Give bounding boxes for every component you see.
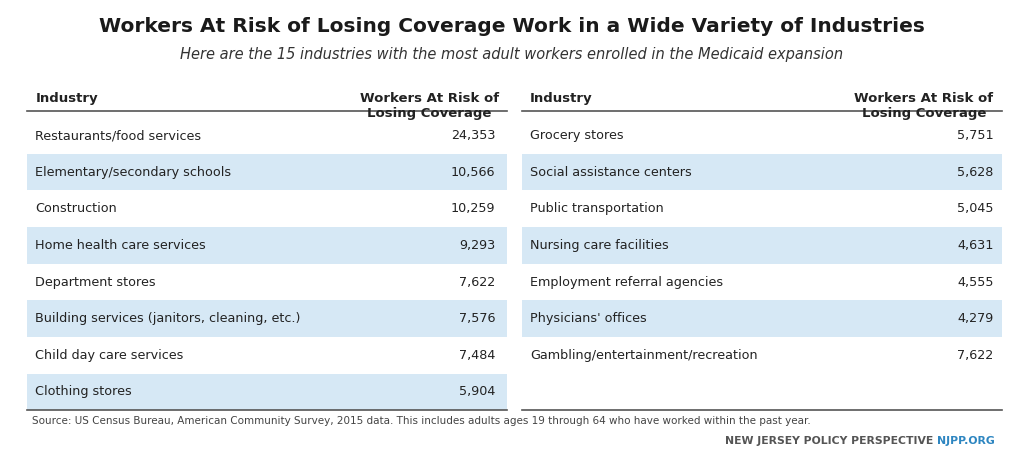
Text: 10,259: 10,259 <box>451 202 496 215</box>
Text: Employment referral agencies: Employment referral agencies <box>529 276 723 288</box>
Text: NJPP.ORG: NJPP.ORG <box>937 436 994 446</box>
Text: 4,555: 4,555 <box>957 276 993 288</box>
FancyBboxPatch shape <box>28 227 507 264</box>
Text: Restaurants/food services: Restaurants/food services <box>35 129 202 142</box>
Text: Public transportation: Public transportation <box>529 202 664 215</box>
Text: 24,353: 24,353 <box>451 129 496 142</box>
Text: Clothing stores: Clothing stores <box>35 385 132 399</box>
Text: Gambling/entertainment/recreation: Gambling/entertainment/recreation <box>529 349 758 362</box>
Text: 9,293: 9,293 <box>459 239 496 252</box>
FancyBboxPatch shape <box>28 373 507 410</box>
Text: 4,279: 4,279 <box>957 312 993 325</box>
FancyBboxPatch shape <box>522 227 1001 264</box>
Text: Home health care services: Home health care services <box>35 239 206 252</box>
Text: 5,904: 5,904 <box>459 385 496 399</box>
Text: Industry: Industry <box>529 92 593 105</box>
Text: 4,631: 4,631 <box>957 239 993 252</box>
FancyBboxPatch shape <box>522 300 1001 337</box>
FancyBboxPatch shape <box>522 154 1001 191</box>
Text: 10,566: 10,566 <box>451 165 496 179</box>
Text: Nursing care facilities: Nursing care facilities <box>529 239 669 252</box>
Text: Here are the 15 industries with the most adult workers enrolled in the Medicaid : Here are the 15 industries with the most… <box>180 47 844 62</box>
FancyBboxPatch shape <box>28 300 507 337</box>
Text: NEW JERSEY POLICY PERSPECTIVE: NEW JERSEY POLICY PERSPECTIVE <box>725 436 933 446</box>
Text: Department stores: Department stores <box>35 276 156 288</box>
Text: 7,576: 7,576 <box>459 312 496 325</box>
Text: Workers At Risk of Losing Coverage Work in a Wide Variety of Industries: Workers At Risk of Losing Coverage Work … <box>99 17 925 36</box>
Text: 5,045: 5,045 <box>957 202 993 215</box>
Text: Source: US Census Bureau, American Community Survey, 2015 data. This includes ad: Source: US Census Bureau, American Commu… <box>33 415 811 425</box>
Text: Industry: Industry <box>35 92 98 105</box>
FancyBboxPatch shape <box>28 154 507 191</box>
Text: Workers At Risk of
Losing Coverage: Workers At Risk of Losing Coverage <box>854 92 993 120</box>
Text: 7,484: 7,484 <box>459 349 496 362</box>
Text: Elementary/secondary schools: Elementary/secondary schools <box>35 165 231 179</box>
Text: Physicians' offices: Physicians' offices <box>529 312 646 325</box>
Text: Child day care services: Child day care services <box>35 349 183 362</box>
Text: Social assistance centers: Social assistance centers <box>529 165 691 179</box>
Text: Workers At Risk of
Losing Coverage: Workers At Risk of Losing Coverage <box>360 92 499 120</box>
Text: 7,622: 7,622 <box>957 349 993 362</box>
Text: 5,628: 5,628 <box>957 165 993 179</box>
Text: Construction: Construction <box>35 202 117 215</box>
Text: 5,751: 5,751 <box>957 129 993 142</box>
Text: 7,622: 7,622 <box>459 276 496 288</box>
Text: Building services (janitors, cleaning, etc.): Building services (janitors, cleaning, e… <box>35 312 301 325</box>
Text: Grocery stores: Grocery stores <box>529 129 624 142</box>
